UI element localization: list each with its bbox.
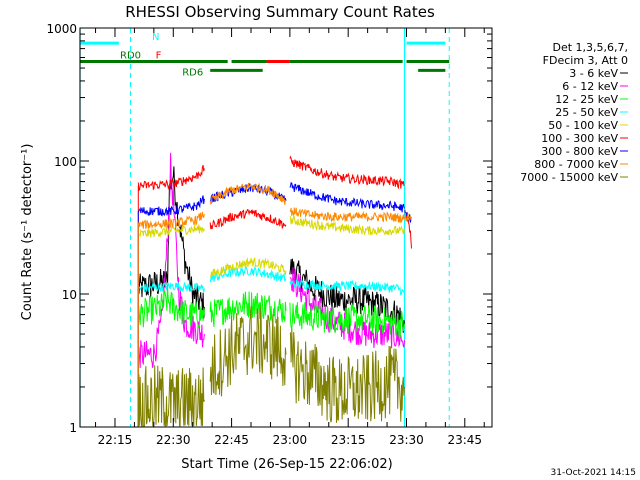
series-line	[137, 224, 205, 238]
legend-header: Det 1,3,5,6,7,	[552, 41, 628, 54]
series-line	[209, 208, 287, 230]
x-tick-label: 22:45	[214, 433, 249, 447]
series-line	[137, 195, 205, 217]
legend-label: 50 - 100 keV	[548, 119, 618, 132]
legend-label: 6 - 12 keV	[562, 80, 618, 93]
legend: Det 1,3,5,6,7,FDecim 3, Att 03 - 6 keV6 …	[520, 41, 628, 184]
x-tick-label: 23:00	[273, 433, 308, 447]
series-line	[137, 365, 205, 427]
series-line	[289, 328, 405, 423]
y-tick-label: 1000	[46, 22, 77, 36]
flag-label-rd6: RD6	[182, 67, 203, 78]
y-tick-label: 1	[69, 421, 77, 435]
x-tick-label: 23:15	[331, 433, 366, 447]
x-axis-label: Start Time (26-Sep-15 22:06:02)	[181, 457, 392, 472]
series-line	[289, 302, 405, 338]
series-line	[209, 257, 287, 279]
legend-label: 7000 - 15000 keV	[520, 171, 618, 184]
y-tick-label: 100	[54, 155, 77, 169]
legend-label: 12 - 25 keV	[555, 93, 618, 106]
series-line	[209, 291, 287, 328]
flag-label-f: F	[156, 50, 162, 61]
series-line	[137, 152, 205, 369]
series-line	[137, 281, 205, 294]
series-line	[209, 182, 287, 205]
y-axis-label: Count Rate (s⁻¹ detector⁻¹)	[20, 144, 35, 321]
legend-label: 25 - 50 keV	[555, 106, 618, 119]
legend-header: FDecim 3, Att 0	[543, 54, 628, 67]
series-line	[137, 211, 205, 230]
series-line	[209, 266, 287, 283]
legend-label: 100 - 300 keV	[541, 132, 618, 145]
series-line	[137, 285, 205, 328]
series-line	[404, 213, 412, 222]
plot-frame	[79, 27, 493, 428]
legend-label: 800 - 7000 keV	[534, 158, 618, 171]
series-line	[289, 207, 405, 224]
series-line	[289, 278, 405, 296]
flag-label-rd0: RD0	[120, 50, 141, 61]
series-line	[289, 155, 405, 190]
legend-label: 3 - 6 keV	[569, 67, 618, 80]
x-tick-label: 23:30	[389, 433, 424, 447]
y-axis: 1 10 100 1000	[46, 22, 492, 435]
series-line	[289, 215, 405, 236]
x-axis: 22:15 22:30 22:45 23:00 23:15 23:30 23:45	[95, 28, 485, 447]
timestamp-footer: 31-Oct-2021 14:15	[551, 468, 636, 478]
series-line	[209, 305, 287, 397]
series-line	[137, 164, 205, 192]
flag-label-n: N	[152, 32, 159, 43]
x-tick-label: 22:15	[98, 433, 133, 447]
x-tick-label: 22:30	[156, 433, 191, 447]
x-tick-label: 23:45	[447, 433, 482, 447]
y-tick-label: 10	[62, 288, 77, 302]
series-layer	[137, 152, 412, 427]
series-line	[289, 182, 405, 213]
flag-bars: NF RD0 RD6	[80, 32, 450, 78]
chart-title: RHESSI Observing Summary Count Rates	[125, 3, 435, 21]
legend-label: 300 - 800 keV	[541, 145, 618, 158]
